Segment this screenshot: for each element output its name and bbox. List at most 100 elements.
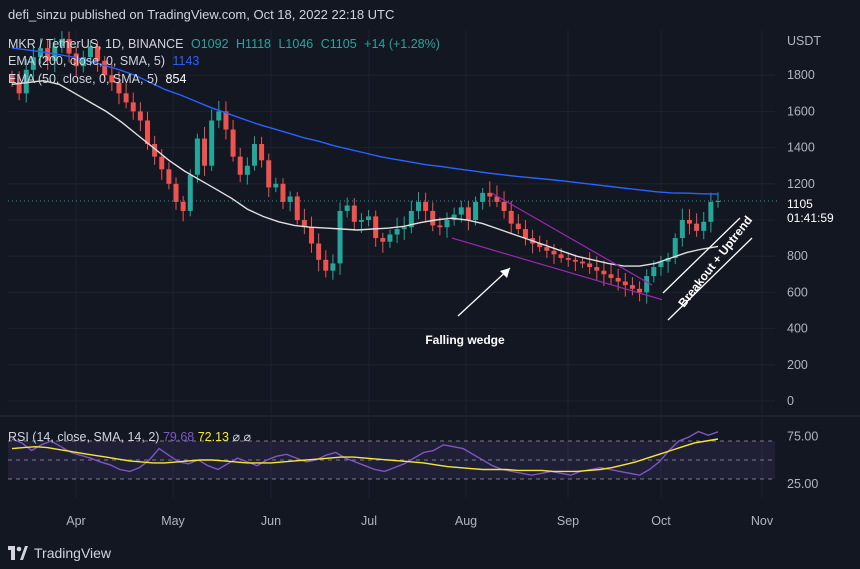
candle-body <box>59 39 65 47</box>
candle-body <box>123 93 129 103</box>
candle-body <box>701 221 707 231</box>
low-value: L1046 <box>278 37 314 51</box>
candle-body <box>366 216 372 220</box>
candle-body <box>672 238 678 258</box>
candle-body <box>202 138 208 166</box>
candle-body <box>686 220 692 224</box>
candle-body <box>280 183 286 202</box>
rsi-legend[interactable]: RSI (14, close, SMA, 14, 2) 79.68 72.13 … <box>8 429 251 444</box>
candle-body <box>515 223 521 230</box>
candle-body <box>572 259 578 262</box>
candle-body <box>522 229 528 239</box>
ema50-value: 854 <box>165 72 187 86</box>
candle-body <box>601 270 607 275</box>
candle-body <box>394 229 400 235</box>
candle-body <box>637 288 643 293</box>
time-tick-label: Sep <box>557 514 579 528</box>
candle-body <box>494 196 500 202</box>
price-tick-label: 400 <box>787 322 808 336</box>
candle-body <box>580 261 586 264</box>
ema200-line <box>11 47 719 195</box>
rsi-sma-value: 72.13 <box>197 430 229 444</box>
candle-body <box>173 183 179 202</box>
candle-body <box>38 48 44 58</box>
candle-body <box>323 259 329 271</box>
candle-body <box>437 225 443 228</box>
candle-body <box>166 169 172 184</box>
rsi-sma-line <box>11 438 719 473</box>
wedge-arrow-line <box>457 267 511 317</box>
publisher-bar: defi_sinzu published on TradingView.com,… <box>0 0 860 30</box>
tradingview-logo[interactable]: TradingView <box>8 545 111 561</box>
candle-body <box>130 102 136 112</box>
rsi-line <box>11 430 719 476</box>
breakout-label: Breakout + Uptrend <box>675 213 755 310</box>
close-value: C1105 <box>320 37 357 51</box>
time-tick-label: Jun <box>261 514 281 528</box>
change-value: +14 (+1.28%) <box>364 37 440 51</box>
candle-body <box>444 220 450 228</box>
candle-body <box>109 75 115 83</box>
candle-body <box>66 39 72 54</box>
candle-body <box>309 227 315 244</box>
candle-body <box>615 277 621 282</box>
candle-body <box>301 220 307 228</box>
tradingview-brand: TradingView <box>34 545 112 561</box>
candle-body <box>694 223 700 231</box>
candle-body <box>337 210 343 264</box>
rsi-tick-label: 25.00 <box>787 477 818 491</box>
publisher-line: defi_sinzu published on TradingView.com,… <box>8 7 395 22</box>
candle-body <box>73 53 79 67</box>
ema50-legend[interactable]: EMA (50, close, 0, SMA, 5) 854 <box>8 72 190 86</box>
price-axis-unit: USDT <box>787 34 821 48</box>
candle-body <box>223 111 229 130</box>
candle-body <box>102 60 108 76</box>
last-price: 1105 <box>787 197 813 211</box>
candle-body <box>373 216 379 239</box>
bar-countdown: 01:41:59 <box>787 211 834 225</box>
candle-body <box>237 156 243 175</box>
footer: TradingView <box>0 537 860 569</box>
candle-body <box>358 220 364 222</box>
ema200-legend[interactable]: EMA (200, close, 0, SMA, 5) 1143 <box>8 54 203 68</box>
candle-body <box>216 111 222 121</box>
candle-body <box>715 201 721 202</box>
rsi-extra: ⌀ ⌀ <box>232 430 251 444</box>
rsi-tick-label: 75.00 <box>787 429 818 443</box>
price-chart[interactable]: 020040060080010001200140016001800USDTApr… <box>0 30 860 537</box>
candle-body <box>9 75 15 83</box>
candle-body <box>251 144 257 166</box>
candle-body <box>194 138 200 175</box>
candle-body <box>144 120 150 144</box>
candle-body <box>465 207 471 220</box>
candle-body <box>266 160 272 188</box>
candle-body <box>351 205 357 222</box>
candle-body <box>259 144 265 161</box>
candle-body <box>344 205 350 211</box>
candle-body <box>665 258 671 262</box>
candle-body <box>408 210 414 228</box>
symbol-label[interactable]: MKR / TetherUS, 1D, BINANCE <box>8 37 184 51</box>
candle-body <box>387 234 393 242</box>
candle-body <box>380 238 386 242</box>
candle-body <box>187 174 193 211</box>
wedge-arrow-head <box>500 268 510 278</box>
ema200-label: EMA (200, close, 0, SMA, 5) <box>8 54 166 68</box>
time-tick-label: Aug <box>455 514 477 528</box>
uptrend-line-2 <box>667 237 753 321</box>
price-tick-label: 1200 <box>787 177 815 191</box>
candle-body <box>273 183 279 188</box>
price-tick-label: 1800 <box>787 68 815 82</box>
price-tick-label: 200 <box>787 358 808 372</box>
candle-body <box>565 258 571 260</box>
candle-body <box>16 82 22 94</box>
candle-body <box>622 281 628 286</box>
price-tick-label: 0 <box>787 394 794 408</box>
high-value: H1118 <box>236 37 271 51</box>
candle-body <box>551 250 557 255</box>
candle-body <box>287 196 293 202</box>
candle-body <box>316 243 322 260</box>
candle-body <box>537 243 543 248</box>
candle-body <box>451 214 457 220</box>
time-tick-label: May <box>161 514 185 528</box>
